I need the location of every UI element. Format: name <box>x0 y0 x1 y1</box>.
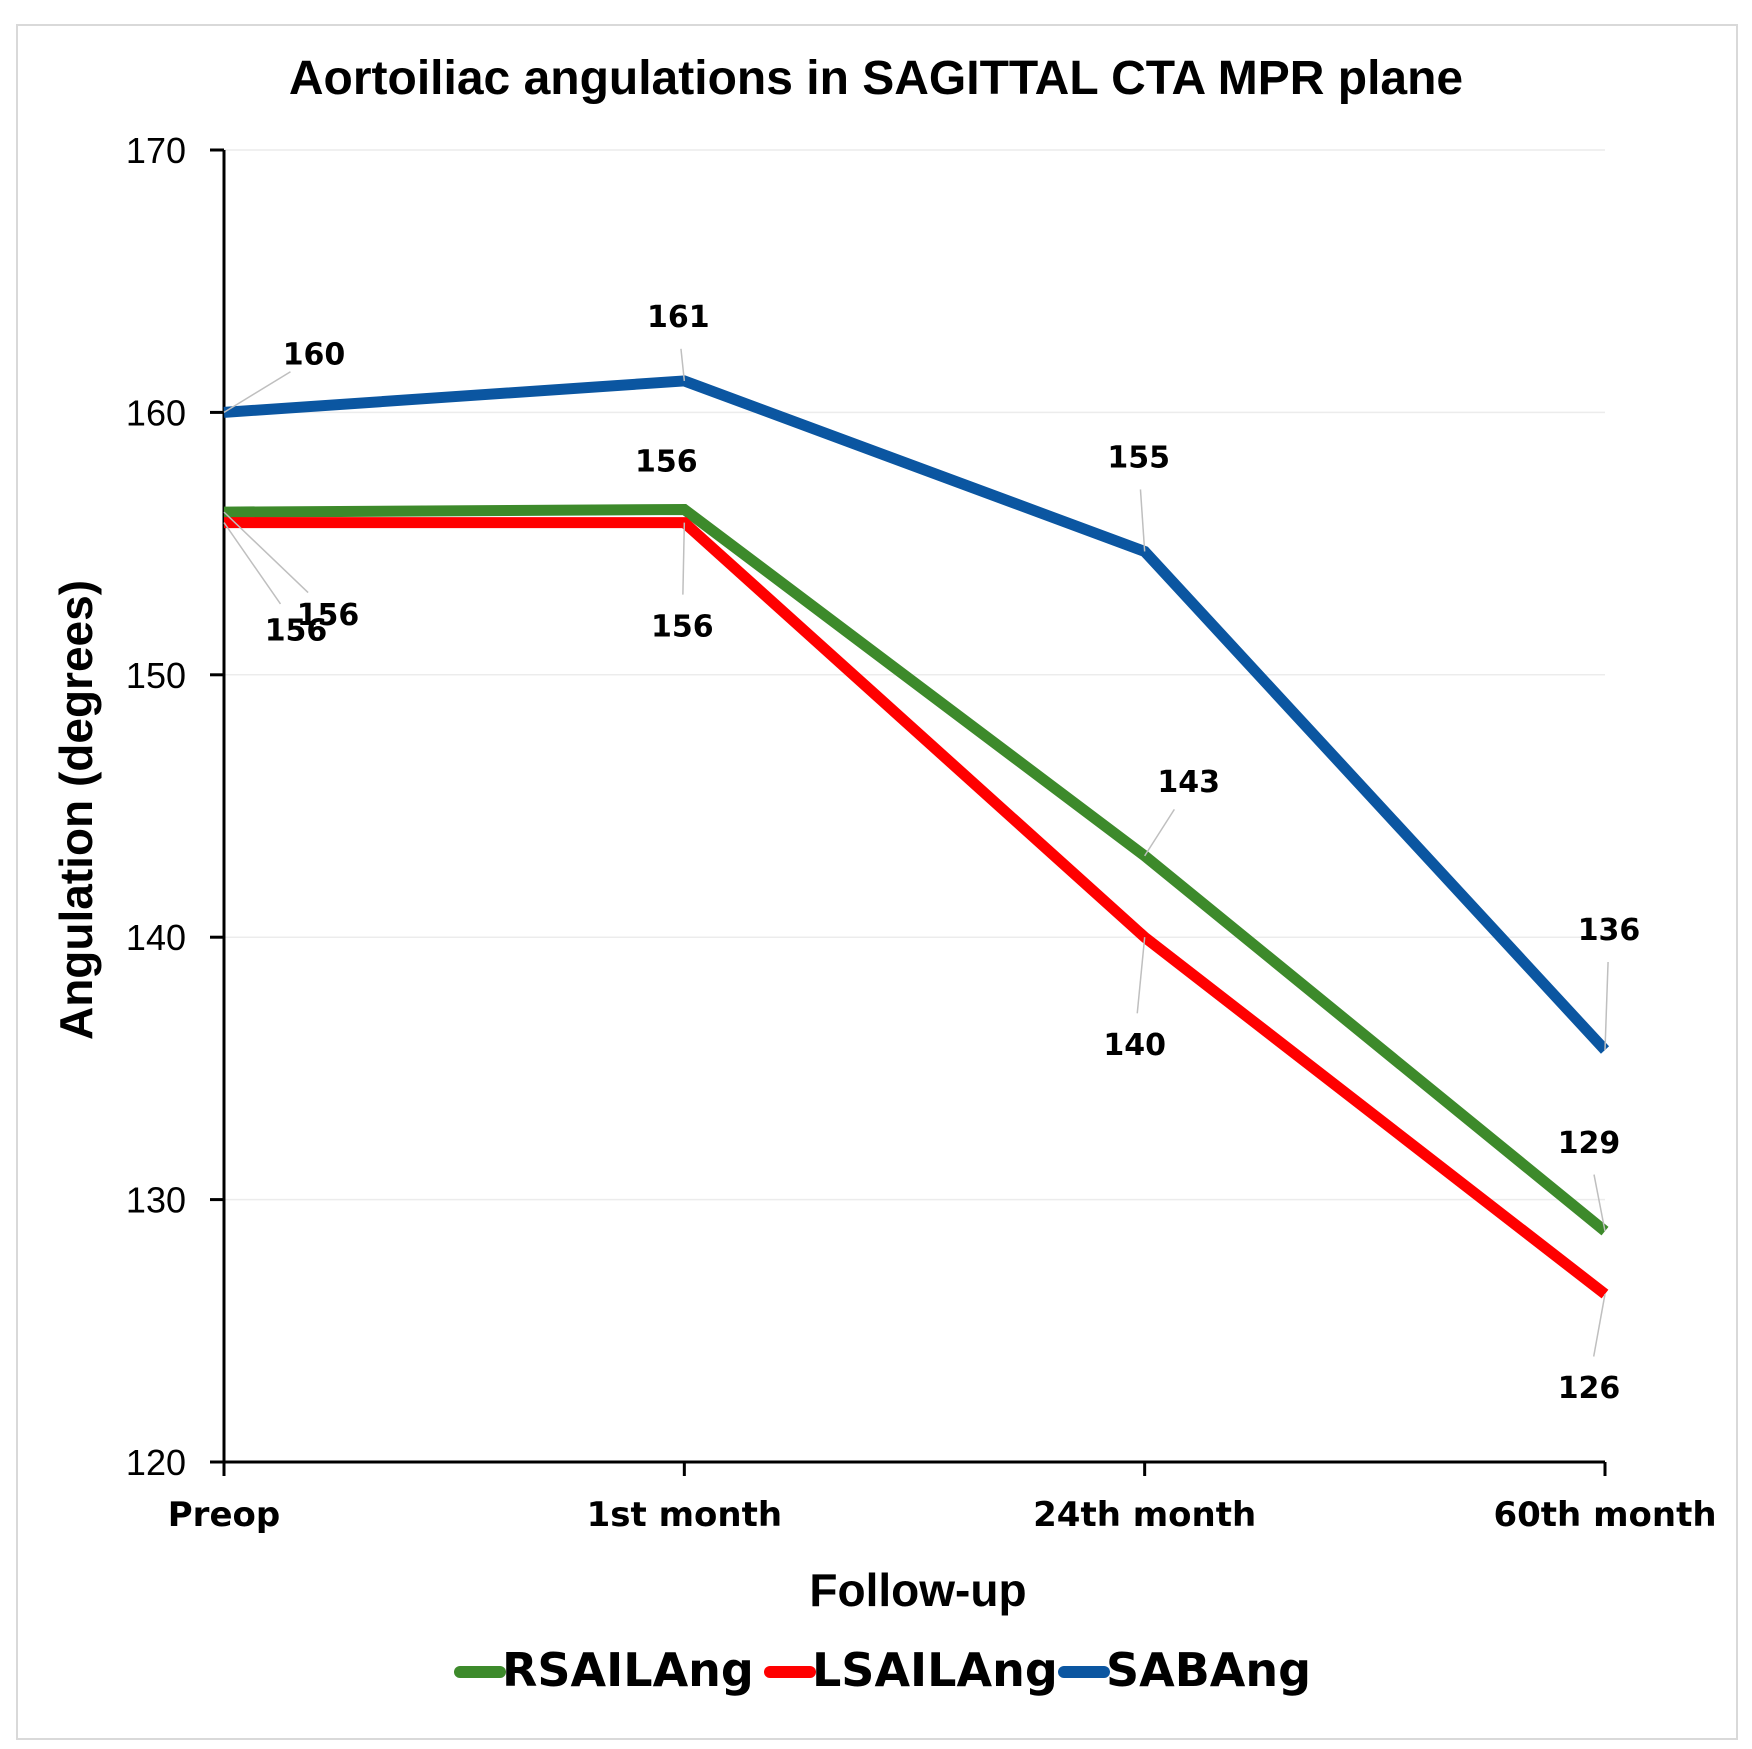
data-label-lsailang: 156 <box>651 610 714 645</box>
series-lines <box>223 375 1610 1299</box>
legend-label-rsailang: RSAILAng <box>502 1643 754 1697</box>
x-tick-label: Preop <box>168 1495 280 1535</box>
data-label-sabang: 161 <box>647 300 710 335</box>
leader-line <box>1593 1174 1606 1232</box>
data-label-leaders <box>223 348 1609 1357</box>
leader-line <box>1604 961 1609 1051</box>
x-tick-label: 1st month <box>587 1495 782 1535</box>
data-label-sabang: 136 <box>1578 913 1641 948</box>
leader-line <box>223 511 309 594</box>
x-tick-label: 24th month <box>1033 1495 1256 1535</box>
leader-line <box>1592 1293 1606 1357</box>
axes <box>222 150 1605 1464</box>
data-label-lsailang: 140 <box>1103 1028 1166 1063</box>
legend-label-lsailang: LSAILAng <box>812 1643 1058 1697</box>
series-line-sabang <box>223 375 1610 1054</box>
data-label-lsailang: 156 <box>265 614 328 649</box>
gridlines <box>224 149 1605 1201</box>
series-line-lsailang <box>224 517 1609 1299</box>
ticks: 120 130 140 150 160 170 Preop 1st month 24th mon… <box>126 130 1717 1535</box>
x-axis-title: Follow-up <box>809 1564 1026 1616</box>
data-label-rsailang: 143 <box>1157 765 1220 800</box>
leader-line <box>680 348 686 381</box>
y-tick-label: 130 <box>126 1180 186 1221</box>
y-tick-label: 160 <box>126 392 186 433</box>
series-line-rsailang <box>223 503 1609 1236</box>
data-label-sabang: 155 <box>1107 440 1170 475</box>
y-tick-label: 140 <box>126 917 186 958</box>
leader-line <box>1136 937 1146 1014</box>
leader-line <box>223 522 282 605</box>
y-tick-label: 170 <box>126 130 186 171</box>
data-label-rsailang: 156 <box>297 598 360 633</box>
data-label-sabang: 160 <box>283 337 346 372</box>
legend: RSAILAng LSAILAng SABAng <box>454 1643 1311 1697</box>
leader-line <box>682 522 686 595</box>
y-tick-label: 120 <box>126 1442 186 1483</box>
data-label-rsailang: 129 <box>1558 1126 1621 1161</box>
data-label-lsailang: 126 <box>1558 1371 1621 1406</box>
y-tick-label: 150 <box>126 655 186 696</box>
y-axis-title: Angulation (degrees) <box>50 580 102 1040</box>
data-label-rsailang: 156 <box>635 444 698 479</box>
chart-title: Aortoiliac angulations in SAGITTAL CTA M… <box>289 52 1463 105</box>
leader-line <box>1144 808 1175 857</box>
leader-line <box>1139 489 1146 552</box>
leader-line <box>223 371 291 414</box>
legend-label-sabang: SABAng <box>1106 1643 1311 1697</box>
x-tick-label: 60th month <box>1493 1495 1716 1535</box>
